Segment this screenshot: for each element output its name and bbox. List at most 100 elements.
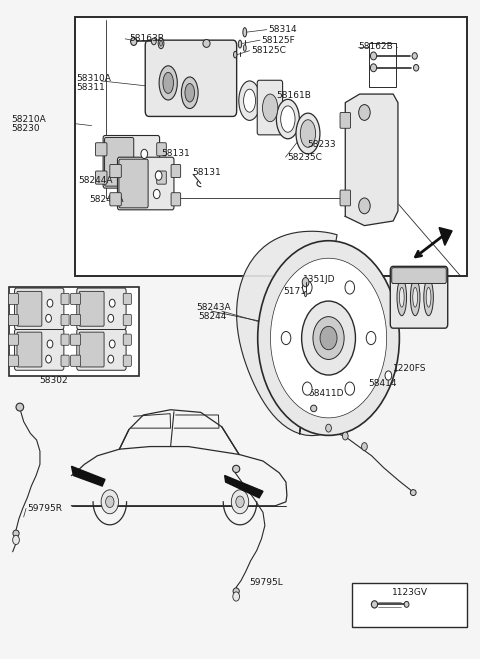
FancyBboxPatch shape — [157, 171, 166, 184]
Polygon shape — [345, 94, 398, 225]
FancyBboxPatch shape — [77, 329, 126, 370]
Circle shape — [108, 314, 114, 322]
Ellipse shape — [243, 28, 247, 37]
Text: 51711: 51711 — [283, 287, 312, 296]
FancyBboxPatch shape — [340, 113, 350, 129]
Ellipse shape — [152, 38, 156, 45]
FancyBboxPatch shape — [118, 158, 174, 210]
Text: 58414: 58414 — [368, 379, 397, 388]
FancyBboxPatch shape — [8, 334, 18, 345]
Bar — [369, 43, 396, 88]
Circle shape — [325, 424, 331, 432]
Ellipse shape — [233, 465, 240, 473]
Text: 58131: 58131 — [192, 169, 221, 177]
Ellipse shape — [163, 72, 173, 94]
Text: 58230: 58230 — [11, 124, 40, 132]
Ellipse shape — [16, 403, 24, 411]
Ellipse shape — [13, 530, 19, 536]
Circle shape — [108, 355, 114, 363]
Ellipse shape — [234, 51, 237, 58]
FancyBboxPatch shape — [17, 332, 42, 367]
Bar — [75, 17, 468, 275]
Circle shape — [366, 331, 376, 345]
FancyBboxPatch shape — [105, 138, 134, 186]
Ellipse shape — [185, 84, 194, 102]
Circle shape — [47, 299, 53, 307]
FancyBboxPatch shape — [119, 159, 148, 208]
FancyBboxPatch shape — [96, 143, 107, 156]
FancyBboxPatch shape — [390, 266, 448, 328]
Ellipse shape — [239, 40, 241, 48]
Ellipse shape — [276, 100, 300, 139]
Circle shape — [101, 490, 119, 514]
FancyBboxPatch shape — [14, 288, 64, 330]
Polygon shape — [237, 231, 387, 436]
FancyBboxPatch shape — [171, 165, 180, 177]
Text: 58302: 58302 — [39, 376, 68, 386]
Text: 58163B: 58163B — [129, 34, 164, 43]
Polygon shape — [439, 227, 452, 245]
Circle shape — [313, 316, 344, 359]
Text: 59795R: 59795R — [27, 504, 62, 513]
Text: 1351JD: 1351JD — [303, 275, 336, 284]
Circle shape — [342, 432, 348, 440]
Text: 58162B: 58162B — [359, 42, 394, 51]
Circle shape — [385, 371, 392, 380]
Polygon shape — [72, 467, 105, 486]
Circle shape — [47, 340, 53, 348]
FancyBboxPatch shape — [110, 165, 121, 177]
FancyBboxPatch shape — [340, 190, 350, 206]
Text: 58125C: 58125C — [251, 46, 286, 55]
Text: 58210A: 58210A — [11, 115, 46, 124]
FancyBboxPatch shape — [17, 291, 42, 326]
Ellipse shape — [239, 81, 260, 121]
Text: 58161B: 58161B — [276, 91, 311, 100]
FancyBboxPatch shape — [257, 80, 283, 135]
Circle shape — [302, 277, 309, 287]
Ellipse shape — [263, 94, 278, 122]
Ellipse shape — [233, 588, 240, 594]
Text: 58314: 58314 — [269, 25, 297, 34]
FancyBboxPatch shape — [71, 314, 81, 326]
Ellipse shape — [159, 66, 177, 100]
Text: 58310A: 58310A — [76, 74, 111, 83]
Ellipse shape — [304, 291, 307, 297]
Ellipse shape — [159, 41, 162, 46]
Text: 58243A: 58243A — [196, 302, 230, 312]
Ellipse shape — [300, 120, 316, 148]
Circle shape — [109, 340, 115, 348]
Circle shape — [156, 171, 162, 180]
FancyBboxPatch shape — [110, 192, 121, 206]
FancyBboxPatch shape — [8, 355, 18, 366]
FancyBboxPatch shape — [96, 171, 107, 184]
FancyBboxPatch shape — [71, 334, 81, 345]
FancyBboxPatch shape — [79, 332, 104, 367]
FancyBboxPatch shape — [71, 293, 81, 304]
Circle shape — [12, 535, 19, 544]
Circle shape — [106, 496, 114, 507]
FancyBboxPatch shape — [123, 355, 132, 366]
Ellipse shape — [243, 89, 255, 112]
Circle shape — [154, 189, 160, 198]
Ellipse shape — [413, 65, 419, 71]
Text: 1220FS: 1220FS — [393, 364, 427, 374]
FancyBboxPatch shape — [14, 329, 64, 370]
Ellipse shape — [371, 64, 377, 72]
Circle shape — [46, 355, 51, 363]
Text: 58244: 58244 — [198, 312, 226, 321]
FancyBboxPatch shape — [77, 288, 126, 330]
Ellipse shape — [410, 490, 416, 496]
FancyBboxPatch shape — [157, 143, 166, 156]
Ellipse shape — [311, 405, 317, 412]
Ellipse shape — [131, 38, 137, 45]
Circle shape — [281, 331, 291, 345]
FancyBboxPatch shape — [392, 268, 446, 283]
Circle shape — [141, 150, 148, 159]
FancyBboxPatch shape — [61, 334, 69, 345]
Text: 58411D: 58411D — [309, 389, 344, 399]
Text: 58311: 58311 — [76, 83, 105, 92]
Ellipse shape — [158, 38, 164, 49]
Circle shape — [345, 281, 355, 294]
FancyBboxPatch shape — [171, 192, 180, 206]
Circle shape — [301, 301, 356, 375]
